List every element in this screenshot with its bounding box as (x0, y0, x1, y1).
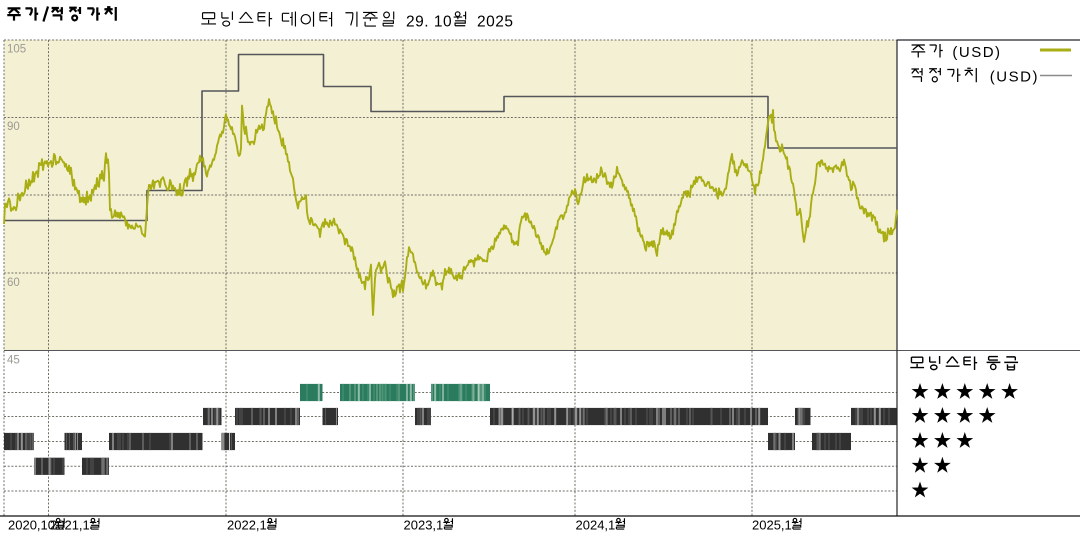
svg-text:(USD): (USD) (990, 69, 1039, 86)
svg-text:(USD): (USD) (952, 44, 1001, 61)
svg-text:29. 10: 29. 10 (406, 14, 452, 31)
svg-text:90: 90 (7, 121, 20, 133)
svg-text:2025: 2025 (477, 14, 513, 31)
svg-text:2024,1: 2024,1 (576, 518, 616, 533)
svg-text:2025,1: 2025,1 (752, 518, 792, 533)
svg-text:105: 105 (7, 44, 26, 56)
svg-text:45: 45 (7, 355, 20, 367)
svg-text:2021,1: 2021,1 (50, 518, 90, 533)
svg-text:2023,1: 2023,1 (404, 518, 444, 533)
svg-text:2020,10: 2020,10 (8, 518, 55, 533)
svg-text:60: 60 (7, 277, 20, 289)
svg-text:2022,1: 2022,1 (227, 518, 267, 533)
